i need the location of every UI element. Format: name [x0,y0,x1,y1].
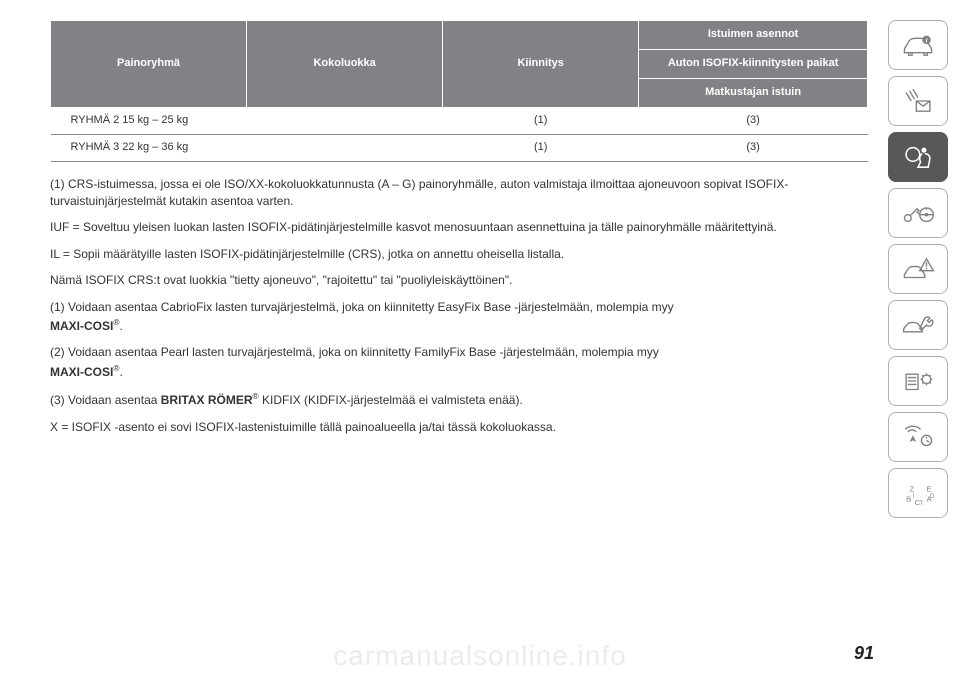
page-number: 91 [854,643,874,664]
media-nav-icon [901,422,935,452]
spec-settings-icon [901,366,935,396]
car-info-icon: i [901,30,935,60]
svg-text:E: E [927,484,932,493]
tab-warning[interactable] [888,244,948,294]
note-3: IL = Sopii määrätyille lasten ISOFIX-pid… [50,246,868,263]
tab-service[interactable] [888,300,948,350]
airbag-icon [901,142,935,172]
th-seat-bot: Matkustajan istuin [639,78,868,107]
tab-media[interactable] [888,412,948,462]
tab-car-info[interactable]: i [888,20,948,70]
th-seat-top: Istuimen asennot [639,21,868,50]
th-fixing: Kiinnitys [443,21,639,108]
main-content: Painoryhmä Kokoluokka Kiinnitys Istuimen… [0,0,888,678]
index-icon: ZEBCATDI [901,478,935,508]
th-size: Kokoluokka [247,21,443,108]
table-row: RYHMÄ 3 22 kg – 36 kg (1) (3) [51,134,868,161]
car-wrench-icon [901,310,935,340]
svg-text:D: D [930,494,934,500]
lights-mail-icon [901,86,935,116]
note-6: (2) Voidaan asentaa Pearl lasten turvajä… [50,344,868,381]
warning-car-icon [901,254,935,284]
table-row: RYHMÄ 2 15 kg – 25 kg (1) (3) [51,107,868,134]
note-2: IUF = Soveltuu yleisen luokan lasten ISO… [50,219,868,236]
isofix-table: Painoryhmä Kokoluokka Kiinnitys Istuimen… [50,20,868,162]
notes-block: (1) CRS-istuimessa, jossa ei ole ISO/XX-… [50,176,868,436]
tab-airbag[interactable] [888,132,948,182]
svg-text:Z: Z [910,484,915,493]
note-1: (1) CRS-istuimessa, jossa ei ole ISO/XX-… [50,176,868,211]
note-5: (1) Voidaan asentaa CabrioFix lasten tur… [50,299,868,336]
watermark: carmanualsonline.info [333,640,626,672]
th-seat-mid: Auton ISOFIX-kiinnitysten paikat [639,49,868,78]
note-4: Nämä ISOFIX CRS:t ovat luokkia "tietty a… [50,272,868,289]
note-7: (3) Voidaan asentaa BRITAX RÖMER® KIDFIX… [50,390,868,409]
svg-text:B: B [906,495,911,504]
key-steering-icon [901,198,935,228]
svg-text:i: i [926,37,928,44]
note-8: X = ISOFIX -asento ei sovi ISOFIX-lasten… [50,419,868,436]
svg-text:T: T [920,501,924,507]
tab-lights[interactable] [888,76,948,126]
tab-index[interactable]: ZEBCATDI [888,468,948,518]
tab-key-steering[interactable] [888,188,948,238]
tab-specs[interactable] [888,356,948,406]
th-weight: Painoryhmä [51,21,247,108]
sidebar-tabs: i ZEBCATDI [888,0,960,678]
